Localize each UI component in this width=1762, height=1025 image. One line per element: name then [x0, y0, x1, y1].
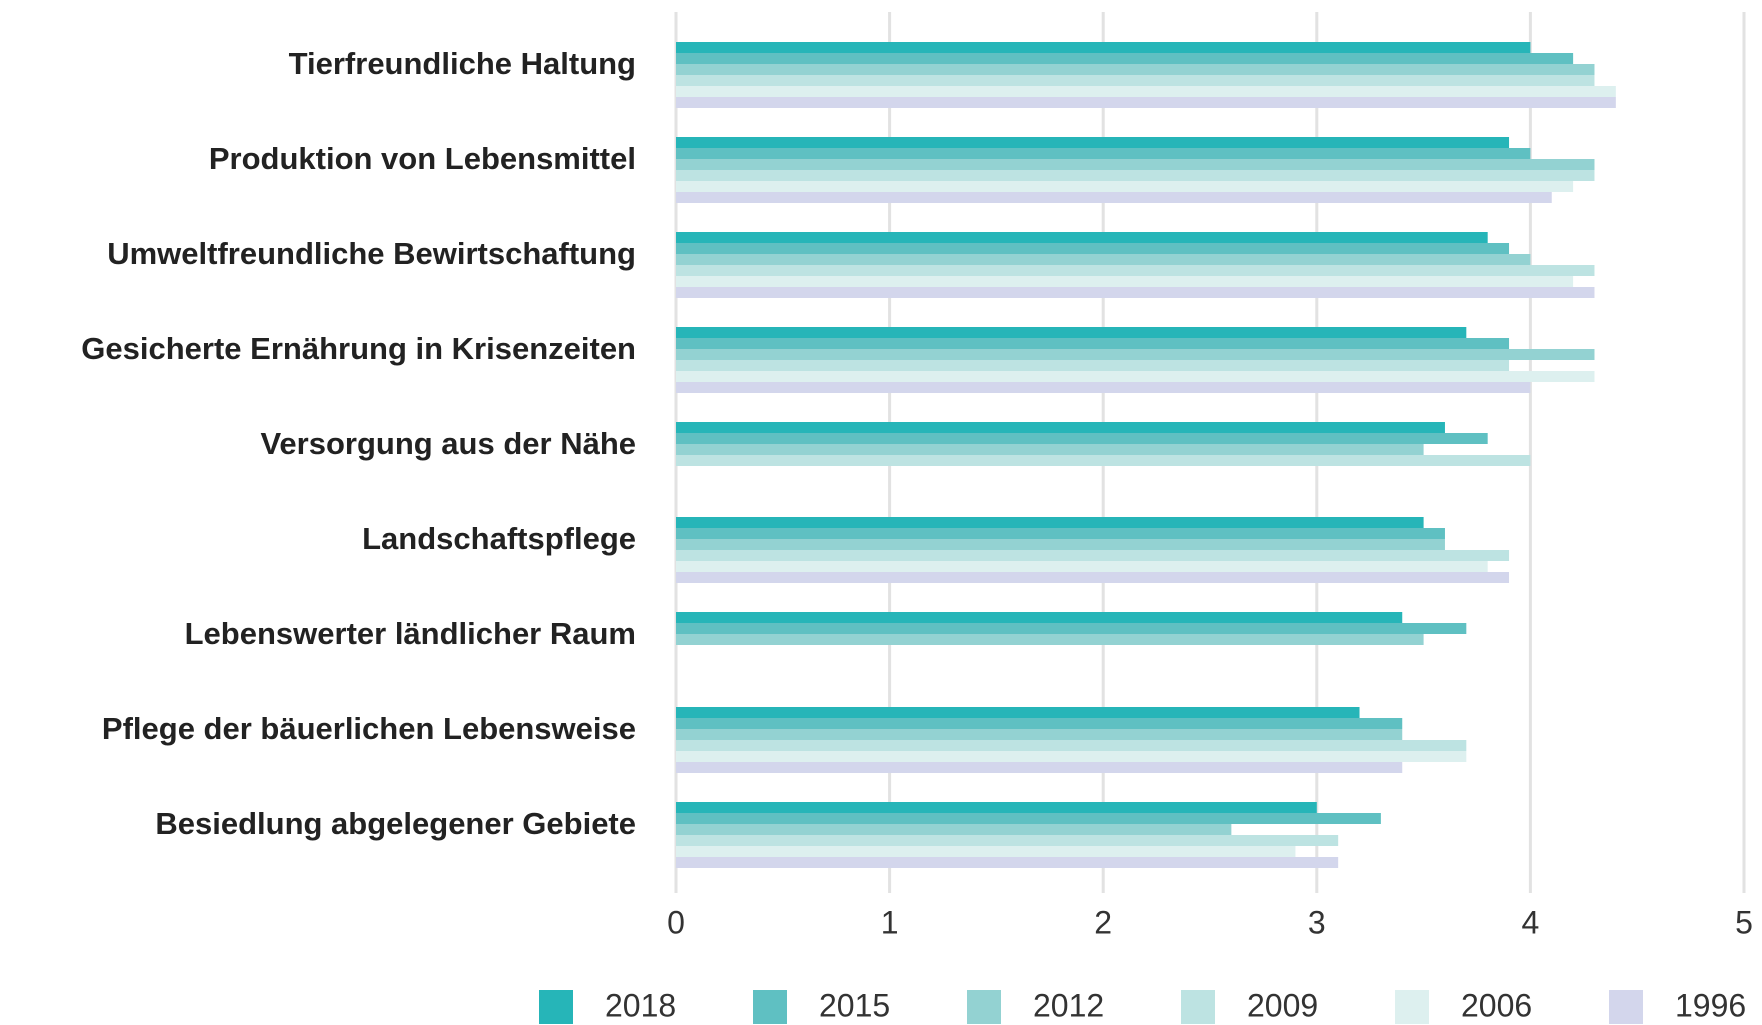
x-tick-label: 1 [881, 904, 899, 940]
bar [676, 455, 1531, 466]
bar [676, 528, 1445, 539]
bar [676, 835, 1339, 846]
x-tick-label: 2 [1094, 904, 1112, 940]
legend-swatch [1395, 990, 1429, 1024]
bar [676, 159, 1595, 170]
bar [676, 86, 1616, 97]
legend-swatch [1609, 990, 1643, 1024]
bar [676, 433, 1488, 444]
bar [676, 539, 1445, 550]
bar [676, 762, 1403, 773]
bar [676, 371, 1595, 382]
bar [676, 97, 1616, 108]
legend-swatch [753, 990, 787, 1024]
x-tick-label: 0 [667, 904, 685, 940]
bar [676, 813, 1381, 824]
legend-label: 1996 [1675, 987, 1746, 1023]
bar [676, 422, 1445, 433]
y-tick-label: Lebenswerter ländlicher Raum [185, 616, 636, 651]
legend-swatch [967, 990, 1001, 1024]
bar [676, 75, 1595, 86]
bar [676, 53, 1574, 64]
bar [676, 857, 1339, 868]
bar [676, 740, 1467, 751]
bar [676, 718, 1403, 729]
legend-label: 2018 [605, 987, 676, 1023]
legend-swatch [1181, 990, 1215, 1024]
bar [676, 382, 1531, 393]
y-tick-label: Produktion von Lebensmittel [209, 141, 636, 176]
bar [676, 349, 1595, 360]
bar [676, 360, 1510, 371]
x-tick-label: 4 [1522, 904, 1540, 940]
x-tick-label: 3 [1308, 904, 1326, 940]
bar [676, 517, 1424, 528]
bar [676, 634, 1424, 645]
x-tick-label: 5 [1735, 904, 1753, 940]
legend-label: 2006 [1461, 987, 1532, 1023]
bar [676, 232, 1488, 243]
bar [676, 824, 1232, 835]
bar [676, 137, 1510, 148]
bar [676, 572, 1510, 583]
legend-label: 2009 [1247, 987, 1318, 1023]
bar [676, 612, 1403, 623]
bar [676, 254, 1531, 265]
bar [676, 243, 1510, 254]
bar [676, 561, 1488, 572]
bar [676, 707, 1360, 718]
bar [676, 64, 1595, 75]
bar [676, 802, 1317, 813]
legend-swatch [539, 990, 573, 1024]
y-tick-label: Landschaftspflege [362, 521, 636, 556]
y-tick-label: Gesicherte Ernährung in Krisenzeiten [81, 331, 636, 366]
bar [676, 181, 1574, 192]
bar [676, 327, 1467, 338]
bar [676, 265, 1595, 276]
bar [676, 444, 1424, 455]
bar [676, 550, 1510, 561]
legend-label: 2012 [1033, 987, 1104, 1023]
bar [676, 170, 1595, 181]
bar [676, 42, 1531, 53]
legend-label: 2015 [819, 987, 890, 1023]
bar [676, 192, 1552, 203]
bar [676, 338, 1510, 349]
bar [676, 148, 1531, 159]
bar [676, 729, 1403, 740]
y-tick-label: Besiedlung abgelegener Gebiete [155, 806, 636, 841]
y-tick-label: Tierfreundliche Haltung [289, 46, 636, 81]
bar [676, 276, 1574, 287]
bar [676, 846, 1296, 857]
bar [676, 623, 1467, 634]
y-tick-label: Umweltfreundliche Bewirtschaftung [107, 236, 636, 271]
y-tick-label: Versorgung aus der Nähe [260, 426, 636, 461]
bar [676, 751, 1467, 762]
y-tick-label: Pflege der bäuerlichen Lebensweise [102, 711, 636, 746]
bar [676, 287, 1595, 298]
